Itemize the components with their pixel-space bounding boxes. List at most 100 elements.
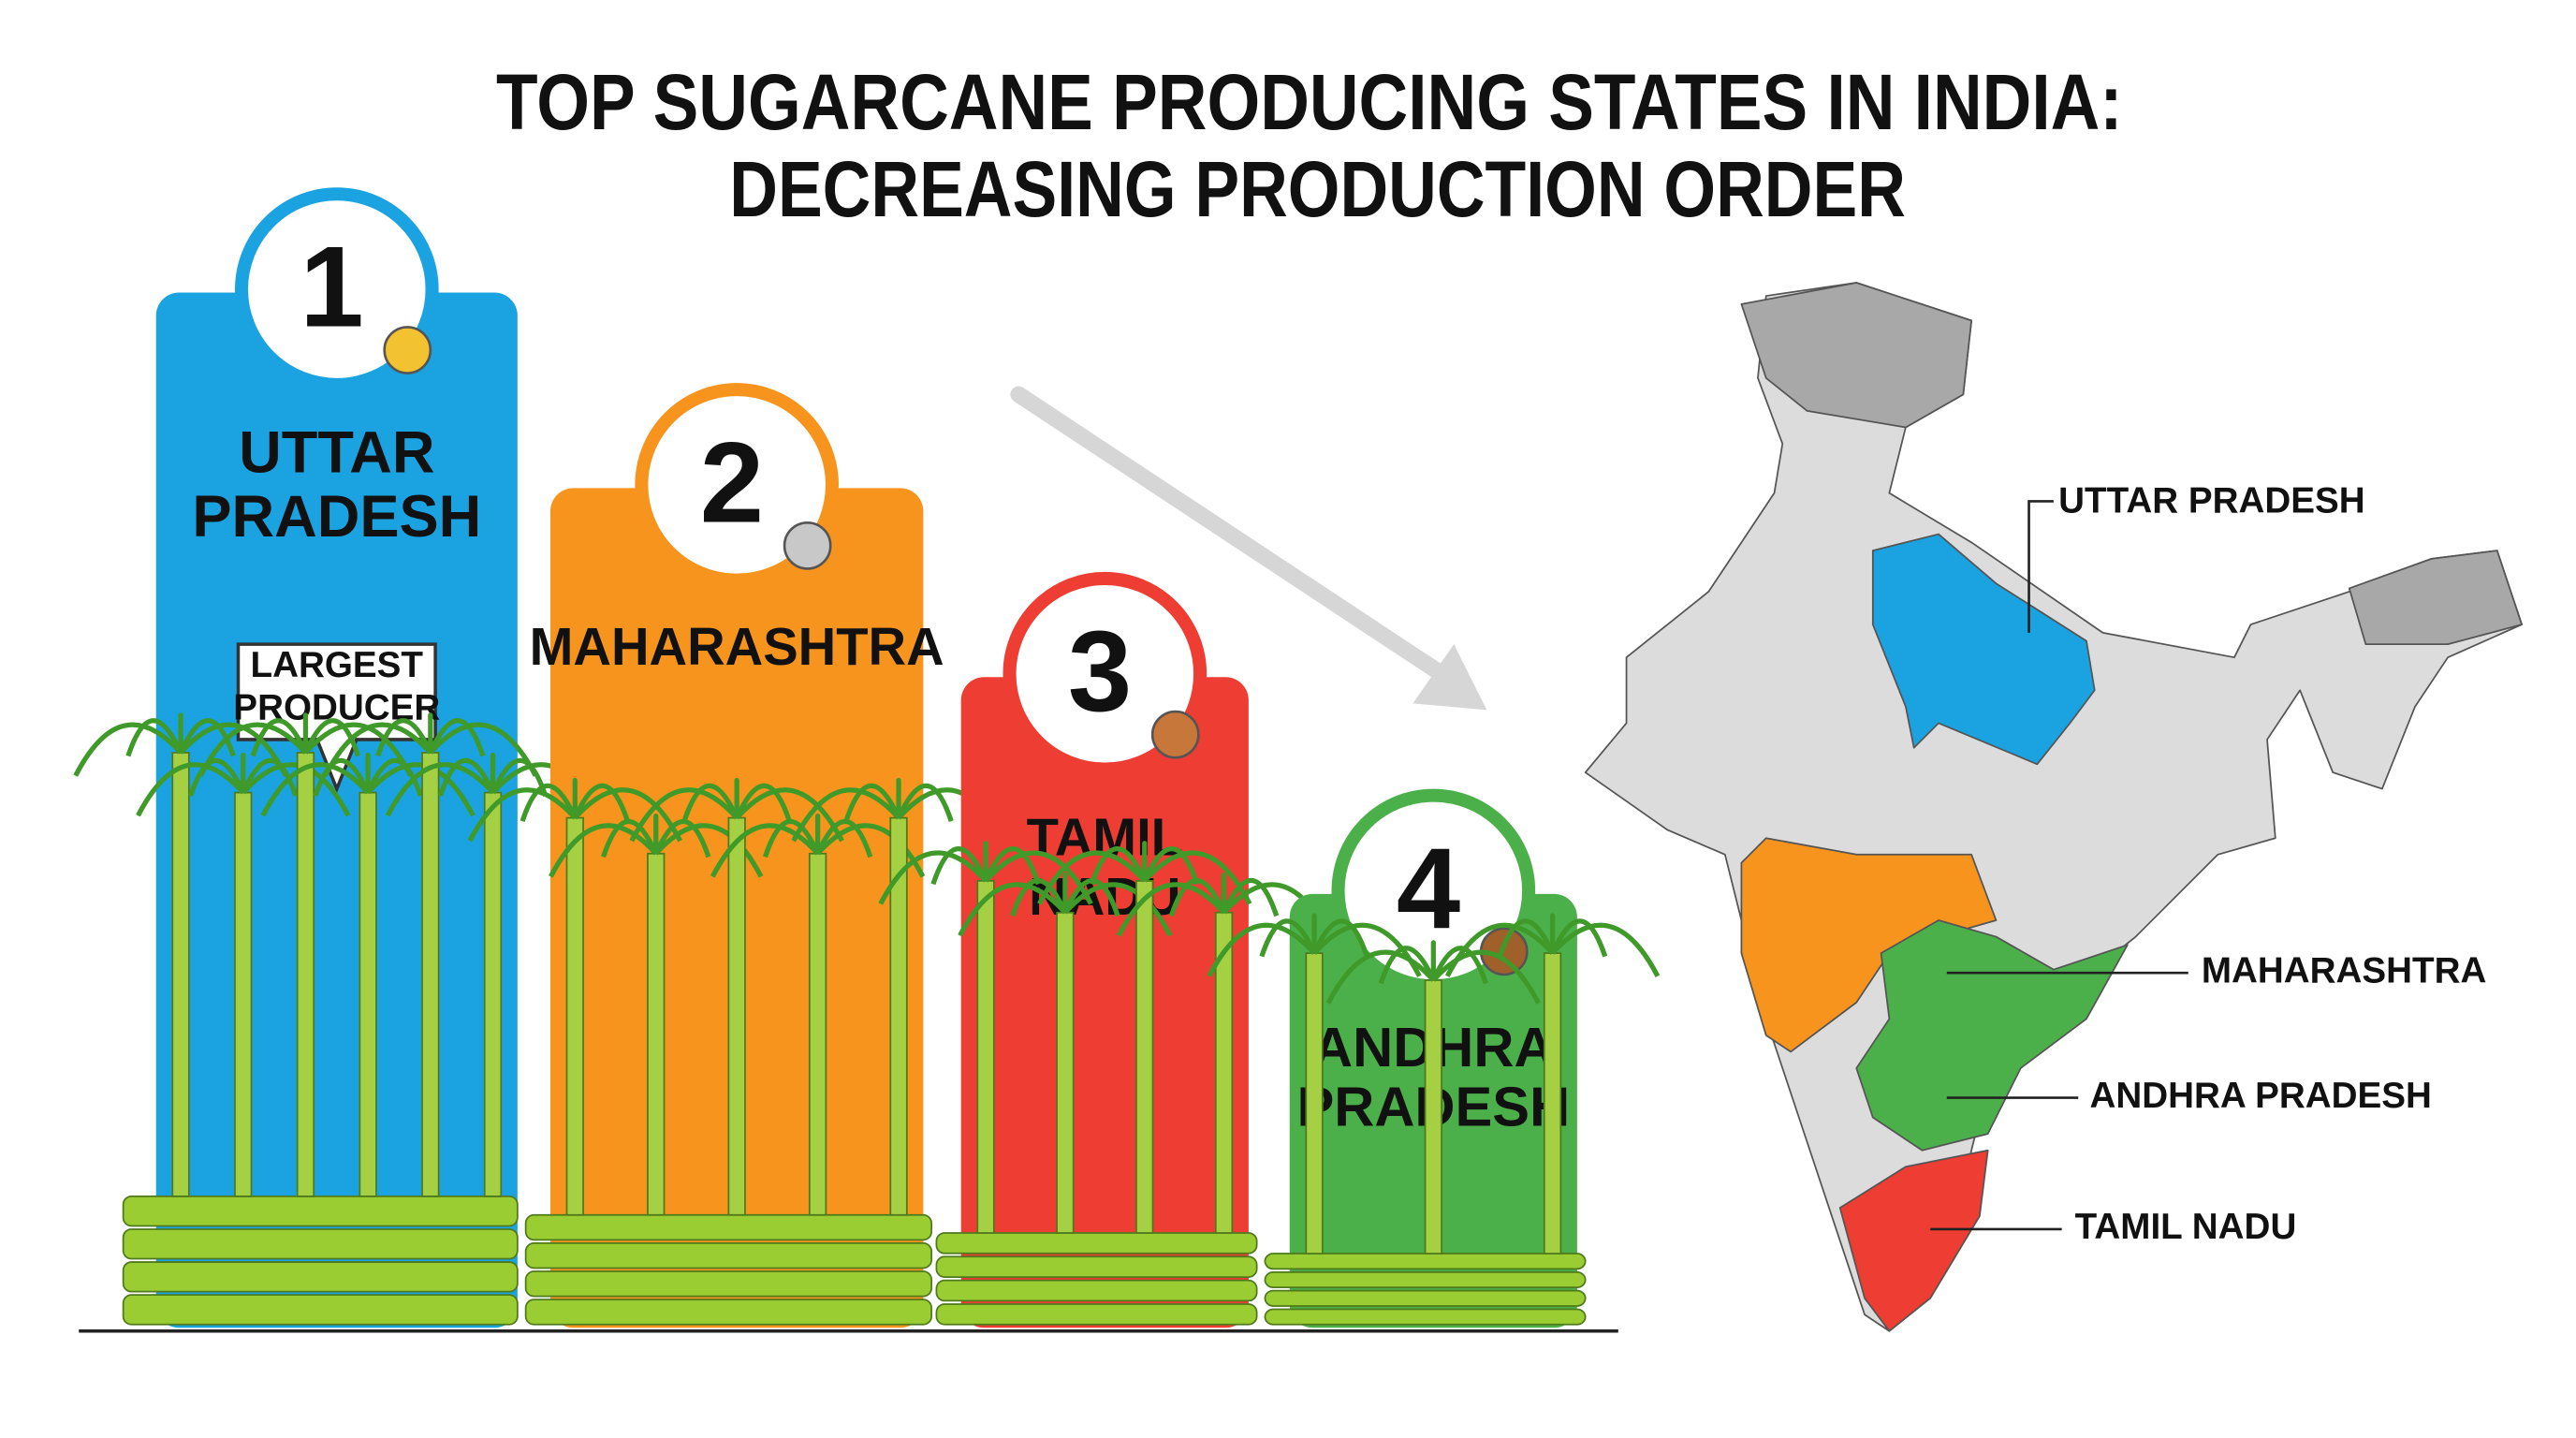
- medal: [383, 326, 432, 374]
- cane-leaf: [549, 823, 658, 878]
- cane-bundle: [1264, 1308, 1587, 1326]
- cane-leaf: [1550, 918, 1608, 958]
- cane-bundle: [524, 1270, 933, 1298]
- cane-leaf: [1430, 946, 1488, 985]
- cane-leaf: [601, 818, 659, 858]
- cane-bundle: [935, 1255, 1258, 1278]
- cane-leaf: [1037, 850, 1147, 905]
- cane-leaf: [1142, 846, 1200, 886]
- cane-bundle: [1264, 1270, 1587, 1289]
- cane-leaf: [241, 757, 299, 797]
- cane-bundle: [935, 1279, 1258, 1302]
- cane-stalk: [727, 816, 746, 1216]
- cane-leaf: [250, 718, 308, 757]
- cane-leaf: [467, 787, 578, 843]
- cane-stalk: [808, 852, 827, 1216]
- cane-leaf: [428, 722, 538, 777]
- cane-leaf: [385, 762, 495, 817]
- cane-leaf: [428, 718, 486, 757]
- cane-leaf: [125, 718, 183, 757]
- ranking-bars: 1UTTARPRADESHLARGESTPRODUCER2MAHARASHTRA…: [73, 187, 1661, 1328]
- medal: [783, 521, 832, 570]
- cane-leaf: [179, 722, 288, 777]
- cane-leaf: [1062, 882, 1173, 937]
- cane-leaf: [73, 722, 183, 777]
- cane-bundle: [935, 1232, 1258, 1255]
- cane-leaf: [1311, 918, 1369, 958]
- cane-leaf: [681, 783, 739, 822]
- trend-arrow: [1010, 386, 1487, 711]
- cane-leaf: [843, 783, 901, 822]
- state-name: UTTAR: [239, 420, 434, 486]
- cane-leaf: [1550, 922, 1661, 977]
- cane-leaf: [710, 823, 820, 878]
- rank-number: 4: [1397, 825, 1460, 953]
- cane-leaf: [1090, 846, 1148, 886]
- cane-leaf: [1325, 949, 1436, 1005]
- rank-bar: [960, 677, 1249, 1328]
- title-line: TOP SUGARCANE PRODUCING STATES IN INDIA:: [496, 58, 2123, 146]
- cane-leaf: [653, 818, 711, 858]
- cane-leaf: [178, 718, 236, 757]
- cane-leaf: [1259, 918, 1317, 958]
- cane-stalk: [1543, 952, 1562, 1255]
- cane-bundle: [122, 1228, 519, 1260]
- cane-bundle: [524, 1213, 933, 1241]
- cane-leaf: [520, 783, 578, 822]
- rank-circle: [1003, 571, 1208, 776]
- cane-leaf: [878, 850, 988, 905]
- cane-leaf: [375, 718, 433, 757]
- cane-stalk: [647, 852, 666, 1216]
- cane-leaf: [1207, 922, 1317, 977]
- cane-stalk: [234, 791, 253, 1197]
- state-name: MAHARASHTRA: [530, 617, 944, 676]
- cane-leaf: [958, 882, 1067, 937]
- map-label: TAMIL NADU: [2075, 1207, 2297, 1247]
- cane-leaf: [490, 757, 549, 797]
- cane-bundle: [122, 1261, 519, 1293]
- cane-leaf: [303, 718, 361, 757]
- cane-leaf: [983, 846, 1041, 886]
- cane-bundle: [524, 1242, 933, 1269]
- cane-leaf: [260, 762, 371, 817]
- cane-leaf: [198, 722, 308, 777]
- cane-leaf: [653, 823, 764, 878]
- cane-leaf: [136, 762, 245, 817]
- cane-leaf: [1378, 946, 1436, 985]
- cane-leaf: [1444, 922, 1555, 977]
- cane-leaf: [1431, 949, 1541, 1005]
- medal: [1150, 710, 1200, 759]
- cane-leaf: [313, 757, 371, 797]
- cane-bundle: [1264, 1289, 1587, 1307]
- cane-leaf: [572, 783, 630, 822]
- cane-leaf: [734, 783, 792, 822]
- cane-leaf: [303, 722, 414, 777]
- cane-leaf: [815, 823, 926, 878]
- cane-bundle: [524, 1299, 933, 1326]
- cane-bundle: [935, 1303, 1258, 1326]
- cane-leaf: [1168, 877, 1226, 917]
- cane-leaf: [815, 818, 873, 858]
- cane-stalk: [1135, 880, 1154, 1234]
- cane-stalk: [565, 816, 584, 1216]
- cane-leaf: [437, 757, 495, 797]
- cane-bundle: [1264, 1253, 1587, 1270]
- cane-leaf: [1116, 882, 1226, 937]
- cane-leaf: [762, 818, 821, 858]
- cane-leaf: [323, 722, 432, 777]
- rank-number: 2: [700, 418, 764, 547]
- state-name: PRADESH: [192, 484, 481, 550]
- cane-leaf: [573, 787, 682, 843]
- cane-leaf: [735, 787, 844, 843]
- cane-bundle: [122, 1294, 519, 1326]
- cane-leaf: [1010, 877, 1068, 917]
- cane-leaf: [365, 757, 423, 797]
- cane-stalk: [421, 752, 440, 1197]
- cane-leaf: [188, 757, 246, 797]
- cane-stalk: [483, 791, 503, 1197]
- cane-stalk: [1424, 979, 1442, 1255]
- map-label: MAHARASHTRA: [2202, 950, 2487, 990]
- title-line: DECREASING PRODUCTION ORDER: [729, 145, 1906, 233]
- rank-number: 3: [1068, 608, 1132, 736]
